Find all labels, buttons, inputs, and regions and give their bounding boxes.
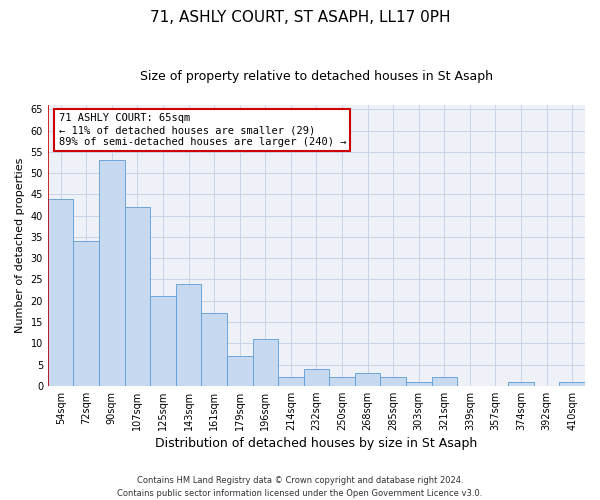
Bar <box>278 378 304 386</box>
X-axis label: Distribution of detached houses by size in St Asaph: Distribution of detached houses by size … <box>155 437 478 450</box>
Bar <box>304 369 329 386</box>
Bar <box>329 378 355 386</box>
Bar <box>125 207 150 386</box>
Bar <box>508 382 534 386</box>
Bar <box>176 284 202 386</box>
Bar <box>559 382 585 386</box>
Bar <box>73 241 99 386</box>
Bar <box>202 314 227 386</box>
Text: Contains HM Land Registry data © Crown copyright and database right 2024.
Contai: Contains HM Land Registry data © Crown c… <box>118 476 482 498</box>
Text: 71, ASHLY COURT, ST ASAPH, LL17 0PH: 71, ASHLY COURT, ST ASAPH, LL17 0PH <box>150 10 450 25</box>
Bar <box>406 382 431 386</box>
Text: 71 ASHLY COURT: 65sqm
← 11% of detached houses are smaller (29)
89% of semi-deta: 71 ASHLY COURT: 65sqm ← 11% of detached … <box>59 114 346 146</box>
Bar <box>227 356 253 386</box>
Bar <box>431 378 457 386</box>
Bar <box>150 296 176 386</box>
Bar <box>380 378 406 386</box>
Bar <box>253 339 278 386</box>
Y-axis label: Number of detached properties: Number of detached properties <box>15 158 25 333</box>
Bar <box>48 198 73 386</box>
Bar <box>355 373 380 386</box>
Bar <box>99 160 125 386</box>
Title: Size of property relative to detached houses in St Asaph: Size of property relative to detached ho… <box>140 70 493 83</box>
